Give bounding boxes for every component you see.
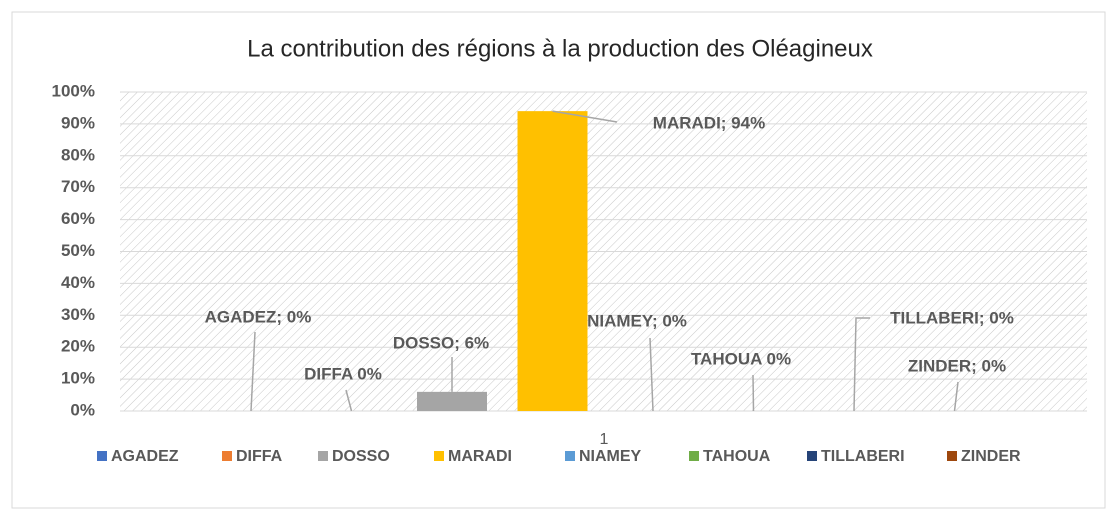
y-tick-label: 80% <box>61 145 95 164</box>
y-tick-label: 50% <box>61 241 95 260</box>
legend-swatch <box>689 451 699 461</box>
data-label: ZINDER; 0% <box>908 356 1006 375</box>
legend-swatch <box>565 451 575 461</box>
y-tick-label: 70% <box>61 177 95 196</box>
leader-line <box>953 381 959 412</box>
leader-line <box>345 389 353 412</box>
legend-label: ZINDER <box>961 448 1021 465</box>
legend-label: DOSSO <box>332 448 390 465</box>
y-tick-label: 100% <box>52 81 95 100</box>
legend-label: TILLABERI <box>821 448 905 465</box>
legend-label: NIAMEY <box>579 448 642 465</box>
legend-label: DIFFA <box>236 448 283 465</box>
data-label: TILLABERI; 0% <box>890 308 1014 327</box>
legend-swatch <box>807 451 817 461</box>
chart-title: La contribution des régions à la product… <box>247 35 873 62</box>
legend-label: AGADEZ <box>111 448 179 465</box>
bar <box>517 111 588 411</box>
data-label: MARADI; 94% <box>653 113 765 132</box>
legend-swatch <box>222 451 232 461</box>
y-tick-label: 10% <box>61 369 95 388</box>
bar <box>417 391 487 411</box>
y-tick-label: 30% <box>61 305 95 324</box>
data-label: AGADEZ; 0% <box>205 307 312 326</box>
y-tick-label: 40% <box>61 273 95 292</box>
leader-line <box>752 374 755 412</box>
data-label: NIAMEY; 0% <box>587 311 687 330</box>
x-tick-label: 1 <box>600 431 609 448</box>
leader-line <box>250 331 256 412</box>
legend-swatch <box>97 451 107 461</box>
leader-line <box>552 110 618 123</box>
data-label: TAHOUA 0% <box>691 349 791 368</box>
y-tick-label: 90% <box>61 113 95 132</box>
legend-swatch <box>434 451 444 461</box>
y-tick-label: 0% <box>70 400 95 419</box>
data-label: DIFFA 0% <box>304 364 382 383</box>
data-label: DOSSO; 6% <box>393 333 489 352</box>
leader-line <box>649 337 654 412</box>
legend-label: MARADI <box>448 448 512 465</box>
legend-swatch <box>318 451 328 461</box>
y-tick-label: 20% <box>61 337 95 356</box>
y-tick-label: 60% <box>61 209 95 228</box>
leader-line <box>853 317 870 412</box>
legend-label: TAHOUA <box>703 448 771 465</box>
legend-swatch <box>947 451 957 461</box>
